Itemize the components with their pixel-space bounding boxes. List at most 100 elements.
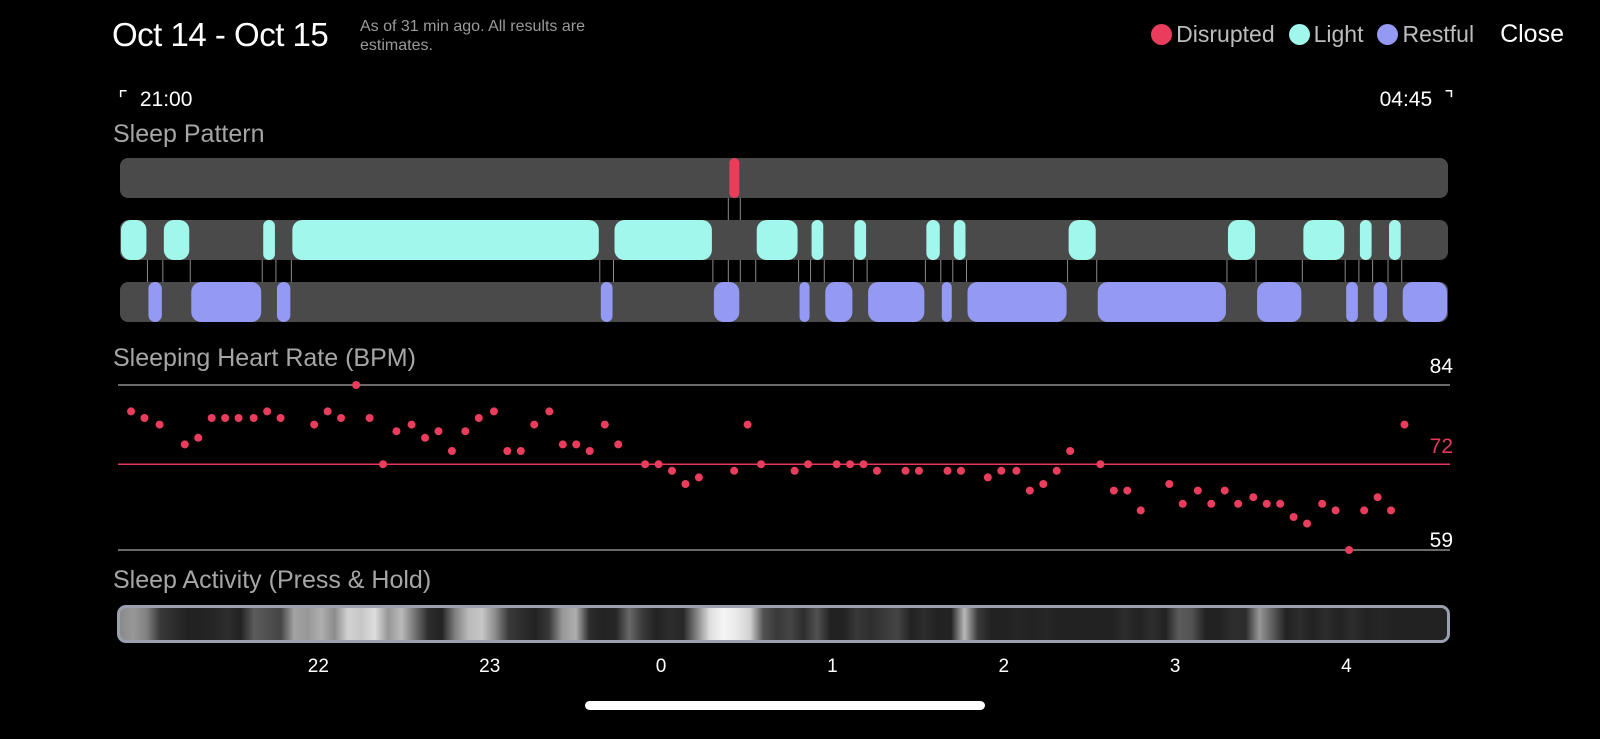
heart-rate-point — [558, 440, 567, 449]
sleep-segment-disrupted — [729, 158, 740, 198]
heart-rate-point — [1039, 480, 1048, 488]
heart-rate-point — [1178, 499, 1187, 508]
sleep-segment-light — [1227, 220, 1256, 260]
heart-rate-point — [943, 466, 952, 475]
range-start-bracket-icon: ⌜ — [118, 88, 128, 111]
legend-label-light: Light — [1313, 21, 1364, 47]
heart-rate-point — [407, 420, 416, 429]
heart-rate-point — [1193, 486, 1202, 495]
heart-rate-point — [983, 473, 992, 482]
heart-rate-point — [1165, 480, 1174, 488]
sleep-segment-light — [1359, 220, 1372, 260]
heart-rate-point — [234, 414, 243, 422]
heart-rate-point — [614, 440, 623, 449]
sleep-segment-restful — [868, 282, 925, 322]
sleep-segment-light — [263, 220, 275, 260]
x-tick-label: 23 — [479, 656, 501, 677]
heart-rate-point — [681, 480, 690, 488]
sleep-segment-restful — [799, 282, 810, 322]
sleep-segment-restful — [825, 282, 853, 322]
home-indicator[interactable] — [585, 701, 985, 710]
heart-rate-point — [1012, 466, 1021, 475]
heart-rate-point — [379, 460, 388, 469]
sleep-segment-restful — [967, 282, 1067, 322]
heart-rate-point — [1234, 499, 1243, 508]
heart-rate-point — [572, 440, 581, 449]
heart-rate-point — [790, 466, 799, 475]
legend-item-light: Light — [1288, 21, 1364, 48]
range-end-bracket-icon: ⌝ — [1444, 88, 1454, 111]
sleep-pattern-heading: Sleep Pattern — [113, 120, 265, 148]
heart-rate-point — [545, 407, 554, 416]
heart-rate-point — [956, 466, 965, 475]
sleep-segment-light — [926, 220, 940, 260]
heart-rate-point — [757, 460, 766, 469]
sleep-segment-light — [854, 220, 867, 260]
heart-rate-point — [1387, 506, 1396, 515]
heart-rate-avg-label: 72 — [1429, 435, 1453, 458]
heart-rate-point — [421, 433, 430, 442]
heart-rate-point — [730, 466, 739, 475]
x-tick-label: 0 — [655, 656, 667, 677]
heart-rate-point — [743, 420, 752, 429]
heart-rate-point — [872, 466, 881, 475]
start-time-label: 21:00 — [139, 87, 193, 111]
heart-rate-point — [694, 473, 703, 482]
heart-rate-point — [489, 407, 498, 416]
heart-rate-point — [337, 414, 346, 422]
heart-rate-point — [1109, 486, 1118, 495]
heart-rate-point — [1025, 486, 1034, 495]
close-button[interactable]: Close — [1500, 20, 1564, 48]
heart-rate-min-label: 59 — [1429, 529, 1453, 552]
heart-rate-point — [1318, 499, 1327, 508]
sleep-segment-restful — [1346, 282, 1358, 322]
heart-rate-point — [207, 414, 216, 422]
heart-rate-point — [1249, 493, 1258, 502]
sleep-activity-bar[interactable] — [117, 605, 1450, 643]
heart-rate-point — [194, 433, 203, 442]
heart-rate-point — [668, 466, 676, 475]
heart-rate-point — [365, 414, 374, 422]
heart-rate-point — [474, 414, 483, 422]
heart-rate-point — [1400, 420, 1409, 429]
sleep-segment-restful — [713, 282, 740, 322]
heart-rate-point — [434, 427, 443, 436]
heart-rate-point — [997, 466, 1006, 475]
sleep-segment-light — [163, 220, 190, 260]
heart-rate-point — [127, 407, 136, 416]
heart-rate-point — [846, 460, 855, 469]
x-tick-label: 2 — [998, 656, 1010, 677]
heart-rate-point — [516, 447, 525, 455]
heart-rate-point — [263, 407, 272, 416]
heart-rate-point — [1207, 499, 1216, 508]
heart-rate-point — [323, 407, 332, 416]
heart-rate-point — [221, 414, 230, 422]
heart-rate-point — [1303, 519, 1312, 528]
sleep-segment-restful — [276, 282, 291, 322]
heart-rate-point — [1276, 499, 1285, 508]
heart-rate-point — [310, 420, 319, 429]
heart-rate-point — [1220, 486, 1229, 495]
sleep-segment-light — [121, 220, 147, 260]
heart-rate-point — [392, 427, 401, 436]
heart-rate-point — [155, 420, 164, 429]
heart-rate-point — [503, 447, 512, 455]
legend-item-restful: Restful — [1377, 21, 1474, 48]
sleep-segment-light — [614, 220, 712, 260]
heart-rate-point — [1123, 486, 1132, 495]
sleep-segment-light — [1068, 220, 1096, 260]
sleep-segment-light — [953, 220, 966, 260]
heart-rate-point — [276, 414, 285, 422]
sleep-segment-restful — [1257, 282, 1302, 322]
start-time: ⌜ 21:00 — [118, 87, 192, 112]
sleep-segment-light — [292, 220, 599, 260]
restful-dot-icon — [1377, 24, 1399, 45]
sleep-segment-restful — [600, 282, 613, 322]
heart-rate-point — [1345, 546, 1354, 554]
x-tick-label: 1 — [827, 656, 838, 677]
heart-rate-point — [180, 440, 189, 449]
heart-rate-point — [1136, 506, 1145, 515]
end-time: 04:45 ⌝ — [1380, 87, 1454, 112]
legend-label-disrupted: Disrupted — [1176, 21, 1275, 47]
